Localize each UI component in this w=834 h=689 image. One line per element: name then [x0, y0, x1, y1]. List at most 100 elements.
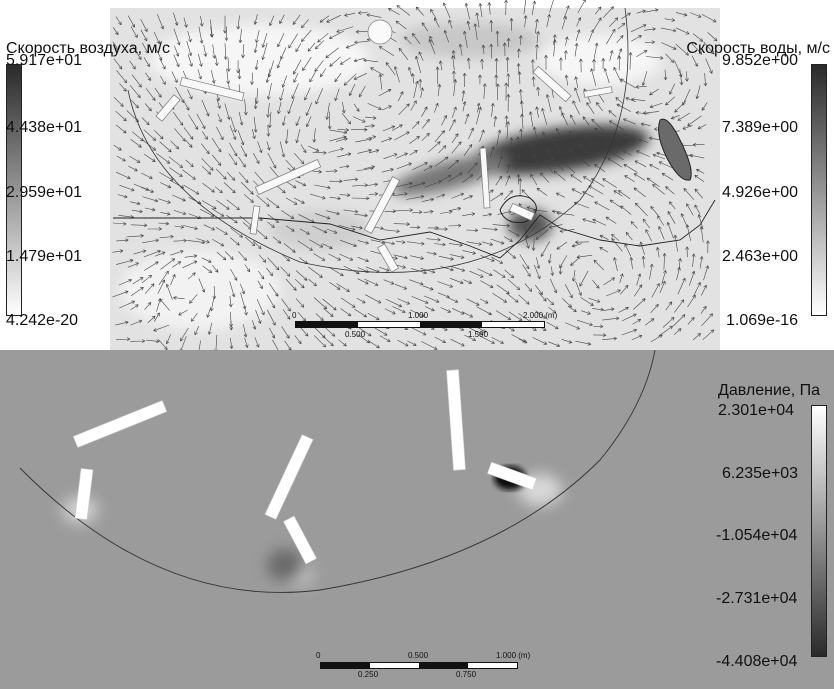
velocity-arrow [606, 289, 621, 297]
velocity-arrow [610, 134, 622, 143]
velocity-arrow [261, 42, 268, 60]
velocity-arrow [516, 136, 520, 153]
velocity-arrow [199, 15, 204, 27]
velocity-arrow [237, 68, 242, 80]
velocity-arrow [198, 53, 203, 67]
velocity-arrow [322, 335, 334, 347]
velocity-arrow [605, 216, 617, 224]
velocity-arrow [393, 66, 400, 83]
velocity-arrow [182, 169, 196, 180]
velocity-arrow [255, 30, 260, 43]
velocity-arrow [173, 238, 187, 243]
velocity-arrow [326, 14, 341, 23]
velocity-arrow [410, 225, 421, 230]
velocity-arrow [214, 56, 219, 66]
velocity-arrow [355, 29, 369, 34]
velocity-arrow [245, 236, 256, 247]
velocity-arrow [464, 113, 470, 125]
velocity-arrow [304, 87, 311, 101]
velocity-arrow [548, 306, 557, 314]
velocity-arrow [170, 274, 176, 286]
velocity-arrow [546, 149, 553, 160]
velocity-arrow [223, 43, 228, 60]
velocity-arrow [571, 270, 576, 282]
velocity-arrow [364, 124, 375, 128]
velocity-arrow [437, 281, 453, 288]
velocity-arrow [687, 115, 702, 127]
velocity-arrow [437, 292, 450, 299]
velocity-arrow [574, 87, 581, 103]
velocity-arrow [284, 340, 292, 350]
velocity-arrow [651, 283, 660, 298]
velocity-arrow [305, 116, 312, 128]
velocity-arrow [308, 278, 317, 287]
velocity-arrow [523, 0, 528, 15]
velocity-arrow [624, 175, 635, 183]
velocity-arrow [339, 253, 354, 261]
velocity-arrow [649, 102, 663, 109]
velocity-arrow [549, 0, 554, 13]
velocity-arrow [623, 118, 636, 125]
velocity-arrow [194, 325, 200, 336]
velocity-arrow [463, 279, 473, 284]
velocity-arrow [336, 152, 352, 158]
velocity-arrow [381, 105, 392, 111]
air-speed-tick-5: 4.242e-20 [6, 312, 79, 329]
velocity-arrow [482, 212, 492, 217]
velocity-vectors [112, 0, 718, 350]
velocity-arrow [173, 54, 180, 68]
velocity-arrow [638, 138, 649, 143]
velocity-arrow [663, 69, 668, 81]
velocity-arrow [252, 320, 257, 330]
velocity-arrow [564, 74, 569, 86]
velocity-arrow [577, 155, 591, 168]
velocity-arrow [184, 254, 198, 258]
velocity-arrow [364, 165, 375, 169]
velocity-arrow [265, 68, 271, 83]
velocity-arrow [279, 14, 285, 25]
velocity-arrow [506, 73, 511, 88]
velocity-arrow [382, 241, 395, 246]
velocity-arrow [185, 140, 193, 148]
velocity-arrow [652, 184, 665, 195]
velocity-arrow [593, 17, 602, 30]
velocity-arrow [593, 333, 607, 337]
velocity-arrow [173, 210, 187, 216]
velocity-arrow [191, 312, 198, 322]
velocity-arrow [367, 313, 380, 321]
velocity-arrow [339, 164, 350, 169]
velocity-arrow [631, 35, 642, 42]
velocity-arrow [144, 261, 159, 271]
velocity-arrow [449, 254, 465, 259]
velocity-arrow [312, 128, 317, 143]
velocity-arrow [661, 42, 677, 50]
velocity-arrow [547, 253, 552, 264]
velocity-arrow [145, 339, 160, 344]
velocity-arrow [131, 74, 142, 88]
velocity-arrow [295, 129, 301, 144]
velocity-arrow [593, 42, 599, 59]
velocity-arrow [617, 55, 622, 71]
velocity-arrow [648, 136, 662, 141]
velocity-arrow [325, 169, 338, 173]
velocity-arrow [525, 224, 537, 239]
velocity-arrow [506, 94, 511, 112]
velocity-arrow [508, 229, 520, 237]
velocity-arrow [644, 8, 659, 13]
velocity-arrow [640, 122, 651, 127]
velocity-arrow [128, 165, 138, 172]
velocity-arrow [240, 145, 247, 157]
velocity-arrow [577, 319, 593, 326]
bottom-scale-label-4: 0.750 [456, 670, 477, 679]
velocity-arrow [532, 337, 548, 345]
velocity-arrow [525, 237, 530, 249]
velocity-arrow [551, 209, 562, 214]
velocity-arrow [160, 258, 176, 270]
velocity-arrow [261, 33, 268, 48]
top-scale-label-3: 0.500 [345, 330, 366, 339]
velocity-arrow [438, 60, 443, 71]
velocity-arrow [635, 202, 648, 217]
velocity-arrow [313, 335, 327, 348]
velocity-arrow [633, 187, 646, 198]
velocity-arrow [692, 33, 704, 42]
